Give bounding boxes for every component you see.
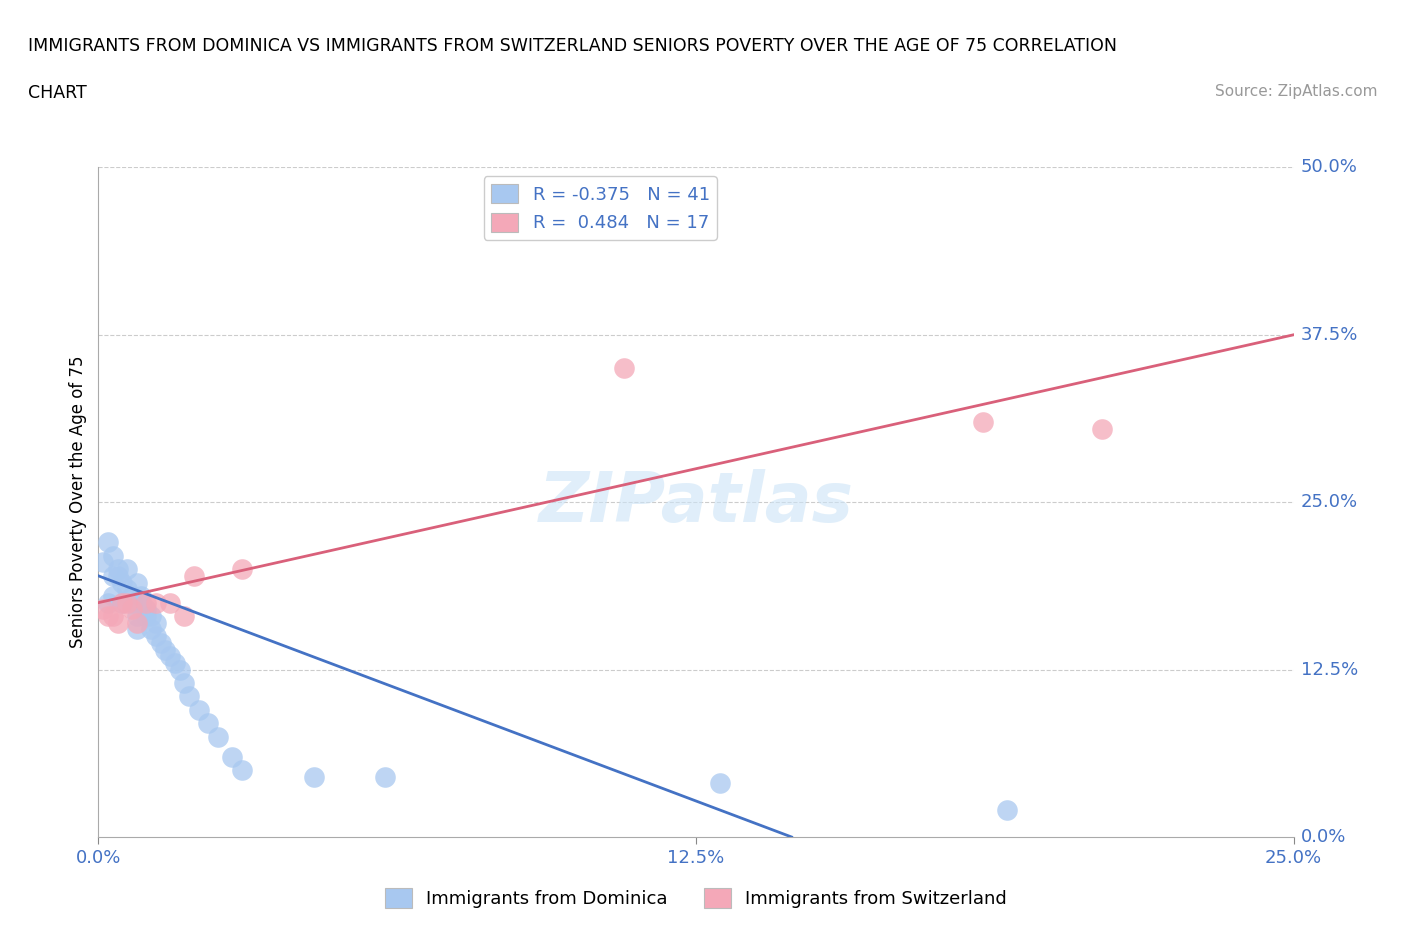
- Point: [107, 562, 129, 577]
- Point: [111, 595, 134, 610]
- Point: [155, 642, 177, 657]
- Point: [302, 769, 325, 784]
- Point: [107, 616, 129, 631]
- Point: [97, 535, 120, 550]
- Point: [197, 716, 219, 731]
- Point: [183, 568, 205, 583]
- Point: [135, 608, 157, 623]
- Point: [709, 776, 731, 790]
- Point: [139, 608, 162, 623]
- Point: [231, 763, 253, 777]
- Point: [107, 568, 129, 583]
- Point: [115, 582, 138, 597]
- Point: [101, 608, 124, 623]
- Point: [145, 616, 167, 631]
- Point: [145, 629, 167, 644]
- Point: [173, 675, 195, 690]
- Point: [97, 608, 120, 623]
- Text: 37.5%: 37.5%: [1301, 326, 1358, 344]
- Point: [125, 616, 148, 631]
- Point: [125, 608, 148, 623]
- Point: [1091, 421, 1114, 436]
- Point: [374, 769, 396, 784]
- Point: [121, 595, 143, 610]
- Point: [115, 595, 138, 610]
- Point: [159, 649, 181, 664]
- Point: [111, 595, 134, 610]
- Point: [91, 555, 114, 570]
- Point: [91, 602, 114, 617]
- Text: Source: ZipAtlas.com: Source: ZipAtlas.com: [1215, 84, 1378, 99]
- Point: [115, 562, 138, 577]
- Text: 0.0%: 0.0%: [1301, 828, 1346, 846]
- Point: [131, 595, 153, 610]
- Point: [131, 589, 153, 604]
- Legend: Immigrants from Dominica, Immigrants from Switzerland: Immigrants from Dominica, Immigrants fro…: [378, 881, 1014, 915]
- Point: [145, 595, 167, 610]
- Point: [187, 702, 209, 717]
- Point: [163, 656, 186, 671]
- Text: 25.0%: 25.0%: [1301, 493, 1358, 512]
- Point: [995, 803, 1018, 817]
- Text: 50.0%: 50.0%: [1301, 158, 1357, 177]
- Point: [613, 361, 636, 376]
- Text: ZIPatlas: ZIPatlas: [538, 469, 853, 536]
- Point: [221, 750, 243, 764]
- Point: [125, 622, 148, 637]
- Point: [97, 595, 120, 610]
- Point: [121, 589, 143, 604]
- Text: CHART: CHART: [28, 84, 87, 101]
- Point: [231, 562, 253, 577]
- Point: [121, 602, 143, 617]
- Point: [101, 549, 124, 564]
- Point: [169, 662, 191, 677]
- Point: [101, 589, 124, 604]
- Point: [207, 729, 229, 744]
- Point: [173, 608, 195, 623]
- Point: [135, 595, 157, 610]
- Point: [149, 635, 172, 650]
- Point: [179, 689, 201, 704]
- Point: [111, 575, 134, 590]
- Text: IMMIGRANTS FROM DOMINICA VS IMMIGRANTS FROM SWITZERLAND SENIORS POVERTY OVER THE: IMMIGRANTS FROM DOMINICA VS IMMIGRANTS F…: [28, 37, 1118, 55]
- Point: [135, 602, 157, 617]
- Text: 12.5%: 12.5%: [1301, 660, 1358, 679]
- Point: [101, 568, 124, 583]
- Point: [972, 415, 994, 430]
- Point: [159, 595, 181, 610]
- Point: [125, 575, 148, 590]
- Point: [139, 622, 162, 637]
- Y-axis label: Seniors Poverty Over the Age of 75: Seniors Poverty Over the Age of 75: [69, 356, 87, 648]
